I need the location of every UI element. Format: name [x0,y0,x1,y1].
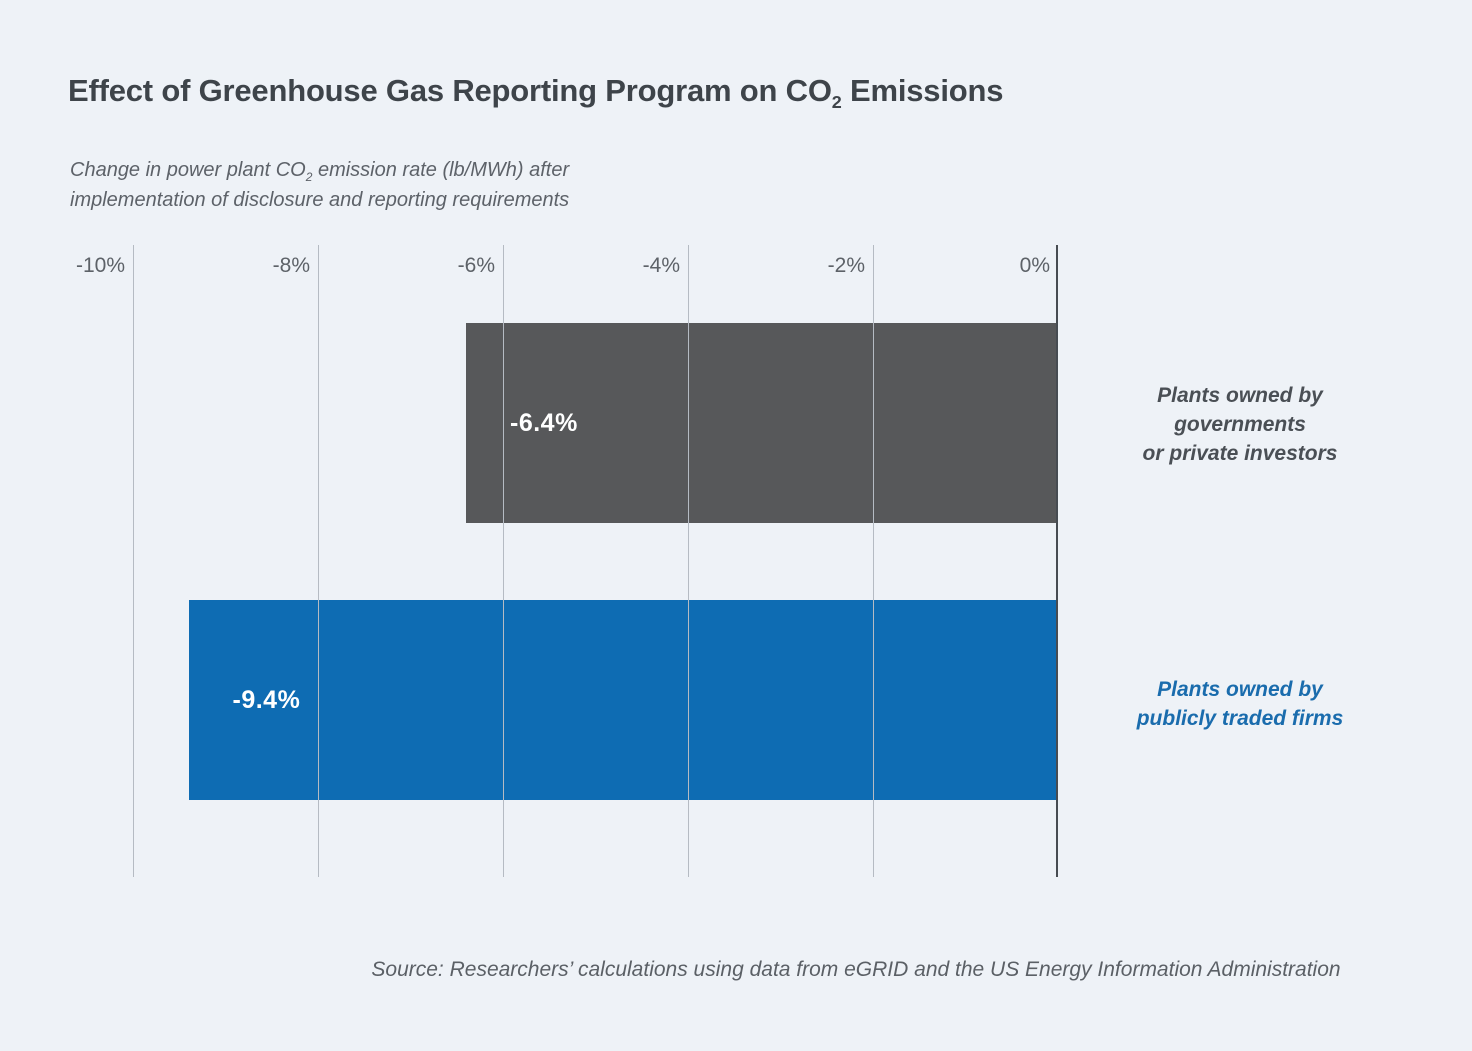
x-tick-label: 0% [1019,254,1050,277]
bar-publicly-traded: -9.4% [188,600,1058,800]
gridline [872,245,874,877]
bar-value-label: -6.4% [510,408,578,437]
chart-title-suffix: Emissions [841,72,1004,108]
x-tick-label: -8% [272,254,310,277]
chart-title-text: Effect of Greenhouse Gas Reporting Progr… [68,72,832,108]
chart-subtitle-line2: implementation of disclosure and reporti… [70,189,570,211]
chart-subtitle: Change in power plant CO2 emission rate … [70,155,569,215]
gridline [132,245,134,877]
bar-governments-private: -6.4% [466,323,1058,523]
x-tick-label: -10% [75,254,125,277]
x-tick-label: -2% [827,254,865,277]
x-tick-label: -6% [457,254,495,277]
x-tick-label: -4% [642,254,680,277]
zero-axis-line [1056,245,1058,877]
chart-title: Effect of Greenhouse Gas Reporting Progr… [68,72,1004,112]
chart-title-subscript: 2 [831,91,842,112]
gridline [317,245,319,877]
category-label-publicly-traded: Plants owned by publicly traded firms [1136,678,1344,730]
chart-subtitle-line1: Change in power plant CO2 emission rate … [70,159,570,184]
plot-area: -6.4% -9.4% -10% -8% -6% -4% -2% 0% [76,245,1058,877]
source-note: Source: Researchers’ calculations using … [371,958,1341,981]
gridline [687,245,689,877]
gridline [502,245,504,877]
bar-value-label: -9.4% [232,685,301,714]
category-label-governments-private: Plants owned by governments or private i… [1142,384,1338,465]
